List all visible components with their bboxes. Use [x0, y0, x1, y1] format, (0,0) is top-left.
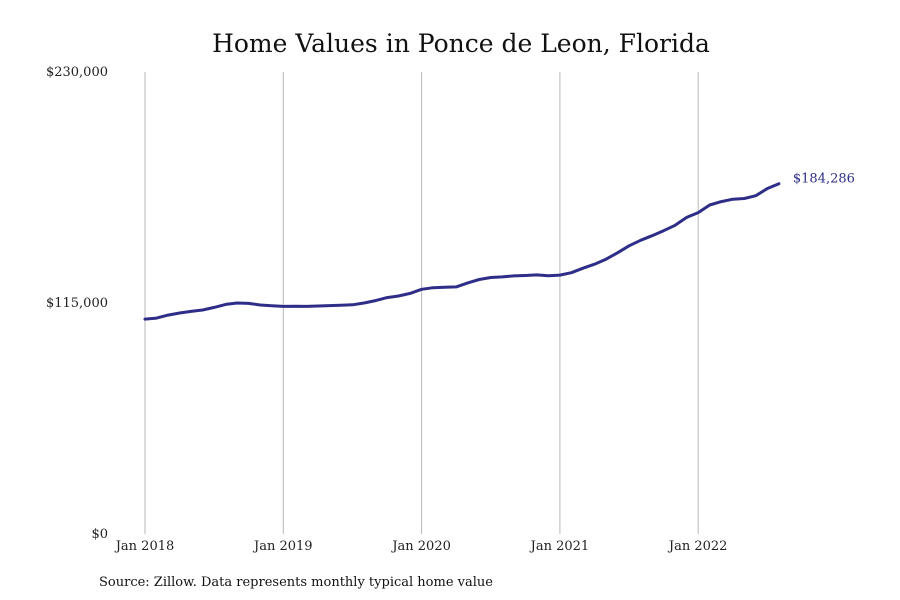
x-tick-label: Jan 2018 — [114, 539, 175, 554]
y-axis-ticks: $0 $115,000 $230,000 — [46, 65, 108, 542]
chart-title: Home Values in Ponce de Leon, Florida — [212, 29, 710, 58]
source-note: Source: Zillow. Data represents monthly … — [99, 575, 493, 590]
series-line — [143, 182, 781, 321]
x-tick-label: Jan 2022 — [667, 539, 728, 554]
y-tick-label: $230,000 — [46, 65, 108, 80]
y-tick-label: $115,000 — [46, 296, 108, 311]
end-value-label: $184,286 — [793, 172, 855, 187]
x-tick-label: Jan 2020 — [390, 539, 451, 554]
x-tick-label: Jan 2019 — [252, 539, 313, 554]
x-axis-ticks: Jan 2018 Jan 2019 Jan 2020 Jan 2021 Jan 2022 — [114, 539, 728, 554]
y-tick-label: $0 — [91, 527, 108, 542]
gridlines — [144, 72, 699, 534]
x-tick-label: Jan 2021 — [529, 539, 590, 554]
